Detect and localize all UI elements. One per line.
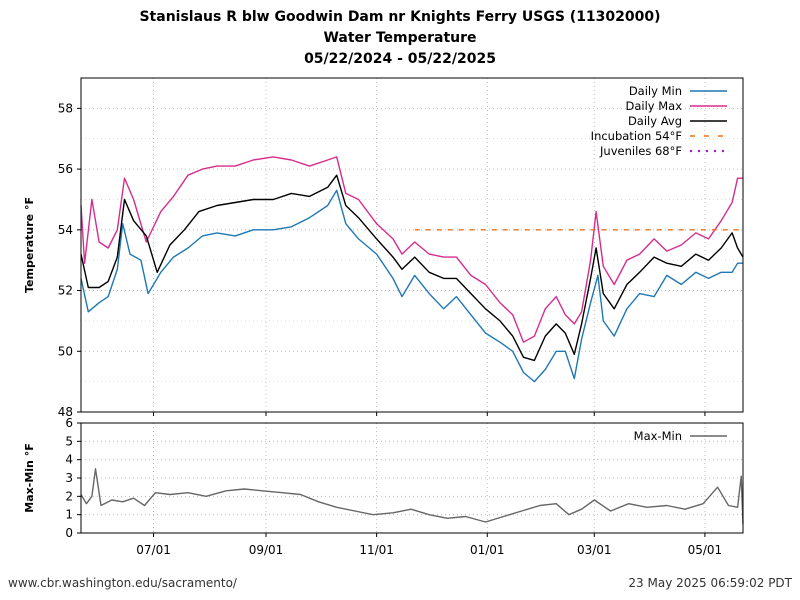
y-tick-label: 56 [58, 162, 73, 176]
plot-area [81, 423, 743, 533]
y-tick-label: 0 [65, 526, 73, 540]
y-tick-label: 52 [58, 284, 73, 298]
x-tick-label: 07/01 [136, 543, 171, 557]
legend-label-max-min: Max-Min [634, 429, 682, 443]
y-tick-label: 6 [65, 416, 73, 430]
title-line-1: Stanislaus R blw Goodwin Dam nr Knights … [139, 9, 660, 25]
series-line-daily-min [80, 189, 743, 383]
legend-label-incubation-54-f: Incubation 54°F [591, 129, 682, 143]
legend-label-juveniles-68-f: Juveniles 68°F [599, 144, 682, 158]
title-line-2: Water Temperature [323, 30, 476, 46]
series-line-max-min [80, 468, 744, 524]
y-tick-label: 54 [58, 223, 73, 237]
footer-url: www.cbr.washington.edu/sacramento/ [8, 576, 237, 590]
x-tick-label: 09/01 [249, 543, 284, 557]
y-tick-label: 5 [65, 434, 73, 448]
legend-label-daily-max: Daily Max [625, 99, 682, 113]
y-tick-label: 48 [58, 405, 73, 419]
title-line-3: 05/22/2024 - 05/22/2025 [304, 51, 496, 67]
footer-timestamp: 23 May 2025 06:59:02 PDT [628, 576, 792, 590]
legend-label-daily-avg: Daily Avg [628, 114, 682, 128]
y-tick-label: 50 [58, 344, 73, 358]
series-line-daily-max [80, 156, 743, 343]
x-tick-label: 01/01 [470, 543, 505, 557]
y-tick-label: 58 [58, 101, 73, 115]
series-line-daily-avg [80, 174, 744, 362]
x-tick-label: 11/01 [359, 543, 394, 557]
max-min-panel: 0 1 2 3 4 5 6 07/01 09/01 11/01 01/01 03/01 05/01 Max… [23, 416, 744, 557]
legend-label-daily-min: Daily Min [629, 84, 682, 98]
y-axis-label: Max-Min °F [23, 443, 36, 512]
plot-frame [80, 77, 744, 413]
y-tick-label: 1 [65, 508, 73, 522]
y-tick-label: 2 [65, 489, 73, 503]
y-axis-label: Temperature °F [23, 197, 36, 293]
x-tick-label: 03/01 [577, 543, 612, 557]
x-tick-label: 05/01 [688, 543, 723, 557]
y-tick-label: 4 [65, 453, 73, 467]
y-tick-label: 3 [65, 471, 73, 485]
chart-title: Stanislaus R blw Goodwin Dam nr Knights … [139, 9, 660, 67]
